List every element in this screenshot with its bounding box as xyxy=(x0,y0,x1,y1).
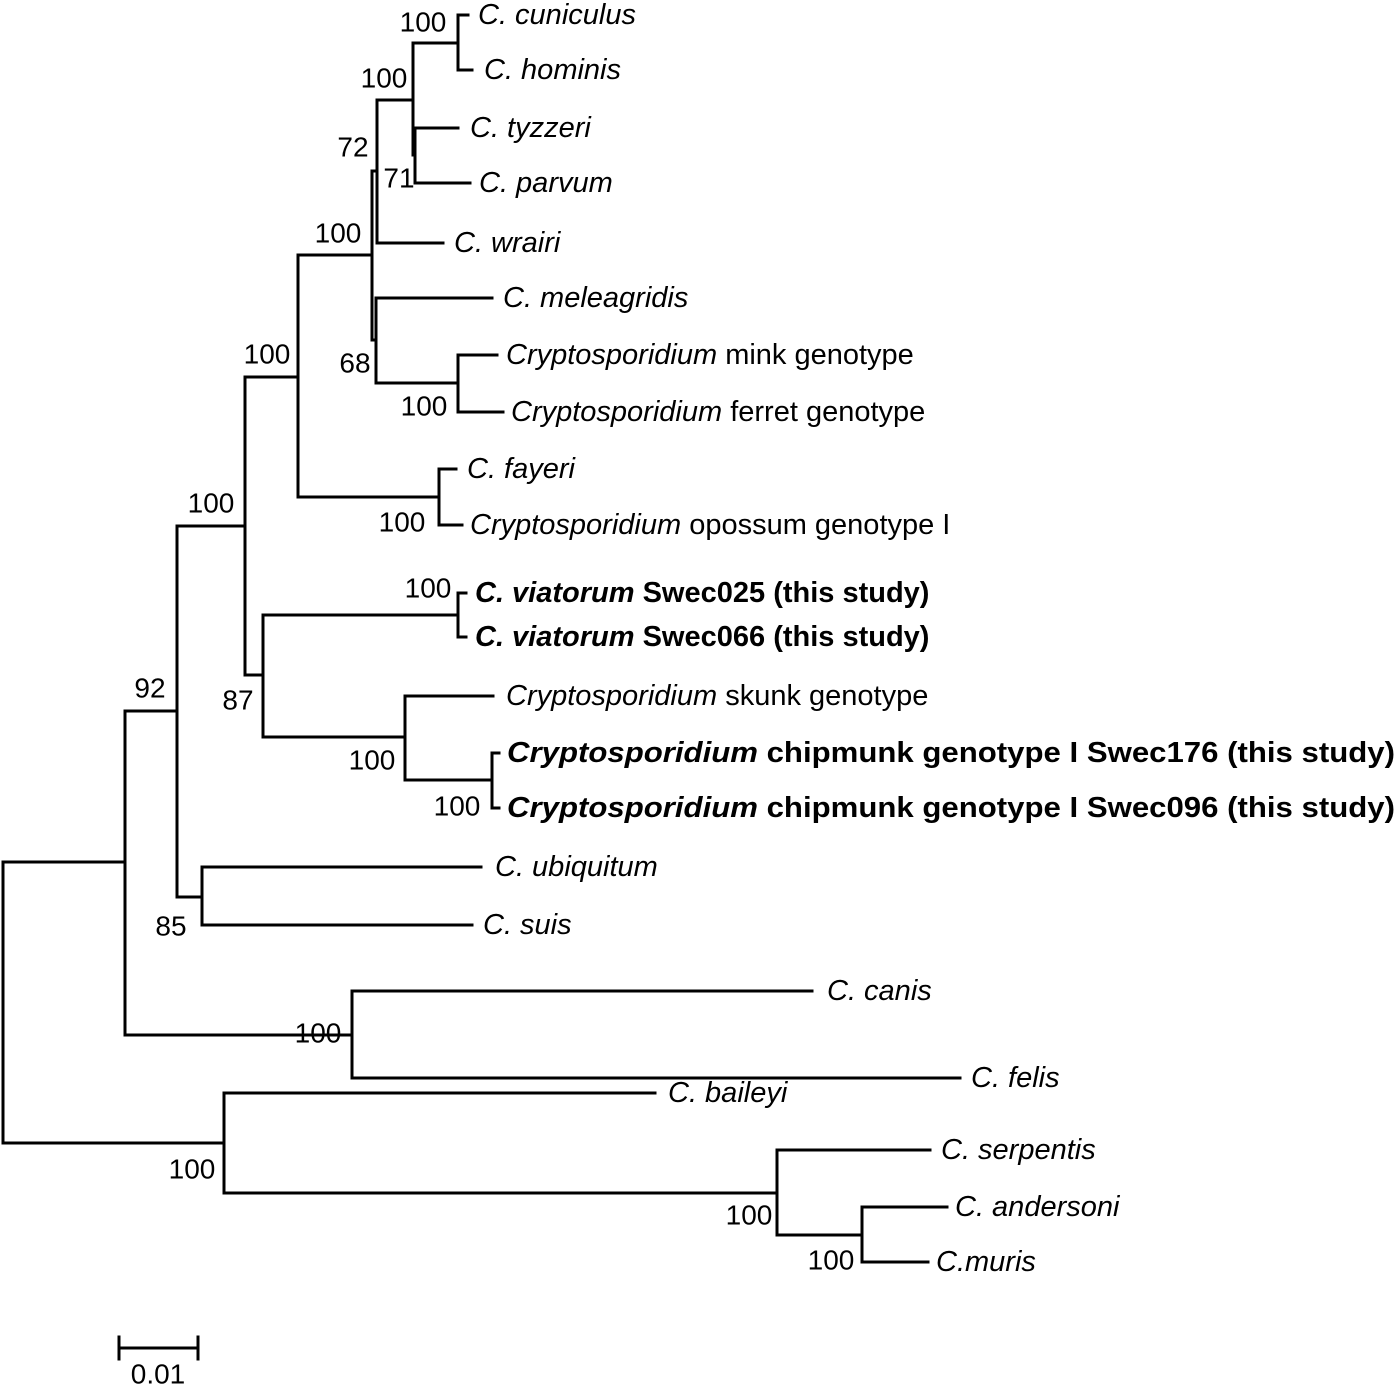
bootstrap-value: 100 xyxy=(379,507,426,538)
bootstrap-value: 92 xyxy=(134,673,165,704)
taxon-label: C. tyzzeri xyxy=(470,112,592,144)
taxon-label: C. andersoni xyxy=(955,1191,1121,1223)
bootstrap-value: 100 xyxy=(726,1200,773,1231)
taxon-label: C.muris xyxy=(936,1246,1036,1278)
taxon-label: Cryptosporidium chipmunk genotype I Swec… xyxy=(507,737,1395,769)
taxon-label: C. felis xyxy=(971,1062,1060,1094)
bootstrap-value: 100 xyxy=(295,1018,342,1049)
taxon-label: Cryptosporidium chipmunk genotype I Swec… xyxy=(507,792,1395,824)
taxon-label: C. baileyi xyxy=(668,1077,789,1109)
taxon-label: C. fayeri xyxy=(467,453,577,485)
taxon-label: C. suis xyxy=(483,909,572,941)
bootstrap-value: 100 xyxy=(244,339,291,370)
bootstrap-value: 100 xyxy=(349,745,396,776)
bootstrap-value: 87 xyxy=(222,685,253,716)
bootstrap-value: 100 xyxy=(401,391,448,422)
bootstrap-value: 68 xyxy=(339,348,370,379)
bootstrap-value: 100 xyxy=(434,791,481,822)
taxon-label: C. serpentis xyxy=(941,1134,1096,1166)
scale-bar-label: 0.01 xyxy=(131,1359,186,1389)
taxon-label: C. viatorum Swec066 (this study) xyxy=(475,621,929,653)
taxon-label: Cryptosporidium mink genotype xyxy=(506,339,914,371)
bootstrap-value: 100 xyxy=(808,1245,855,1276)
taxon-label: C. canis xyxy=(827,975,932,1007)
taxon-label: C. wrairi xyxy=(454,227,562,259)
bootstrap-value: 100 xyxy=(361,63,408,94)
taxon-label: Cryptosporidium skunk genotype xyxy=(506,680,928,712)
bootstrap-value: 100 xyxy=(188,488,235,519)
bootstrap-value: 100 xyxy=(405,573,452,604)
bootstrap-value: 71 xyxy=(383,163,414,194)
bootstrap-value: 100 xyxy=(315,218,362,249)
taxon-label: C. viatorum Swec025 (this study) xyxy=(475,577,929,609)
taxon-label: Cryptosporidium ferret genotype xyxy=(511,396,925,428)
taxon-label: C. cuniculus xyxy=(478,0,636,31)
bootstrap-value: 72 xyxy=(337,132,368,163)
bootstrap-value: 100 xyxy=(169,1154,216,1185)
taxon-label: C. meleagridis xyxy=(503,282,688,314)
taxon-label: C. ubiquitum xyxy=(495,851,658,883)
bootstrap-value: 100 xyxy=(400,7,447,38)
taxon-label: C. parvum xyxy=(479,167,613,199)
taxon-label: C. hominis xyxy=(484,54,621,86)
taxon-label: Cryptosporidium opossum genotype I xyxy=(470,509,950,541)
bootstrap-value: 85 xyxy=(155,911,186,942)
